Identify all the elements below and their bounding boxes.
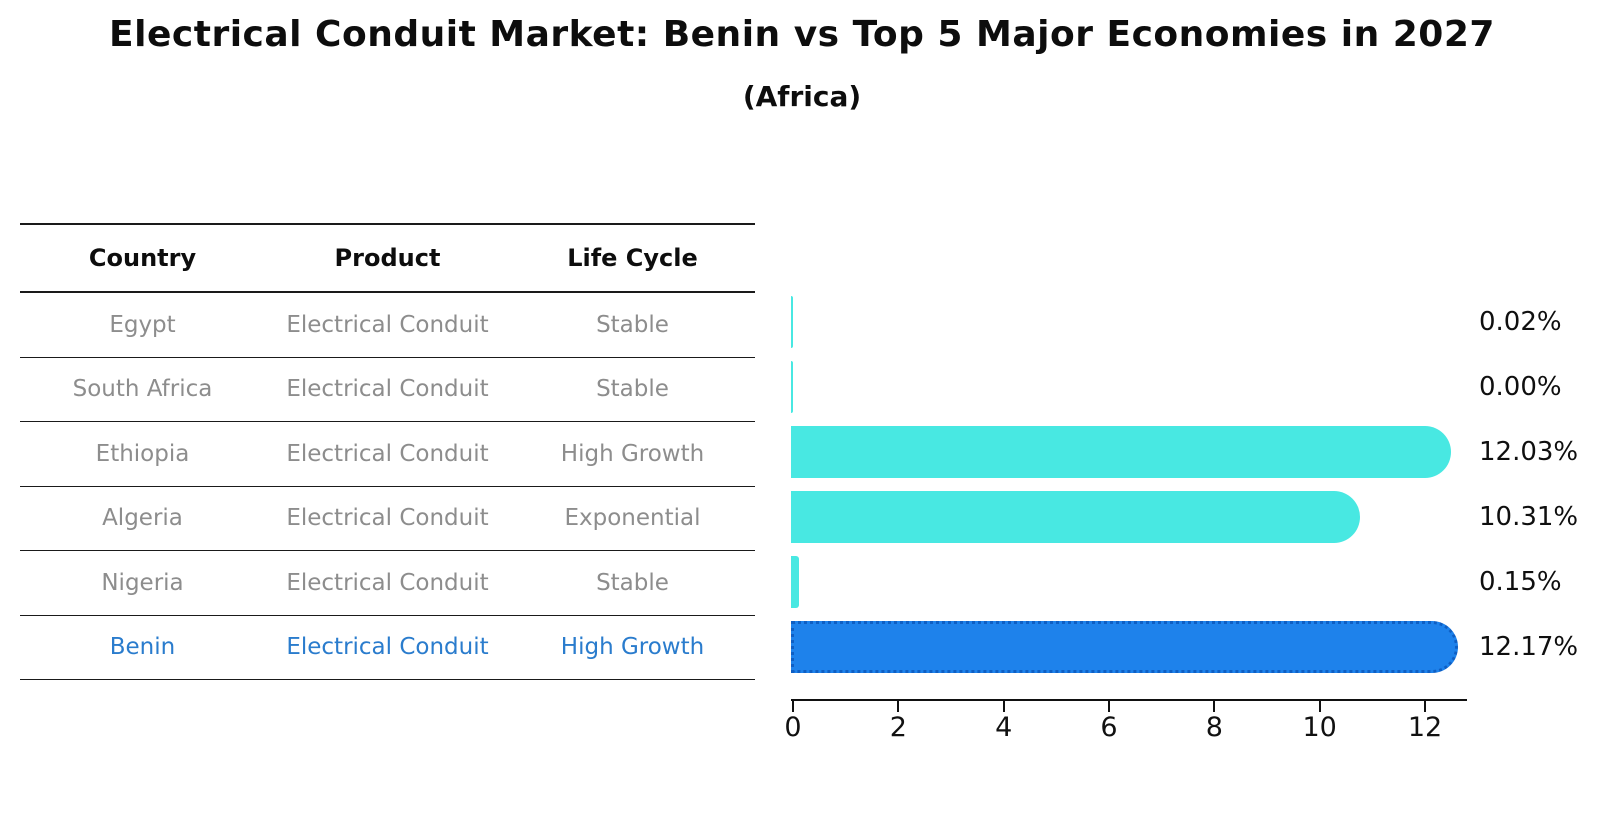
value-label-egypt: 0.02% xyxy=(1479,306,1562,337)
x-tick-mark-10 xyxy=(1318,701,1321,712)
table-body: Egypt Electrical Conduit Stable South Afric… xyxy=(20,293,755,680)
bar-benin xyxy=(791,620,1458,673)
country-cell: Ethiopia xyxy=(95,440,190,467)
country-cell: South Africa xyxy=(72,376,213,403)
country-cell: Benin xyxy=(109,634,176,661)
table-header-cell-life-cycle: Life Cycle xyxy=(567,244,698,272)
x-tick-mark-8 xyxy=(1213,701,1216,712)
product-cell: Electrical Conduit xyxy=(286,634,489,661)
x-tick-label-8: 8 xyxy=(1205,712,1223,743)
x-tick-label-0: 0 xyxy=(784,712,802,743)
x-tick-mark-2 xyxy=(897,701,900,712)
x-tick-label-2: 2 xyxy=(889,712,907,743)
table-header-cell-product: Product xyxy=(334,244,441,272)
x-tick-label-12: 12 xyxy=(1407,712,1443,743)
bar-south-africa xyxy=(791,360,793,413)
bar-egypt xyxy=(791,295,793,348)
x-tick-label-6: 6 xyxy=(1100,712,1118,743)
value-label-algeria: 10.31% xyxy=(1479,501,1579,532)
table-row: Ethiopia Electrical Conduit High Growth xyxy=(20,422,755,487)
x-tick-mark-12 xyxy=(1424,701,1427,712)
table-row: Egypt Electrical Conduit Stable xyxy=(20,293,755,358)
bar-ethiopia xyxy=(791,425,1451,478)
country-cell: Nigeria xyxy=(101,569,184,596)
country-cell: Algeria xyxy=(102,505,183,532)
country-table: Country Product Life Cycle Egypt Electrical… xyxy=(20,223,755,680)
bar-algeria xyxy=(791,490,1360,543)
country-cell: Egypt xyxy=(109,311,176,338)
product-cell: Electrical Conduit xyxy=(286,311,489,338)
life-cycle-cell: High Growth xyxy=(560,440,705,467)
x-tick-label-10: 10 xyxy=(1302,712,1337,743)
life-cycle-cell: Stable xyxy=(596,311,669,338)
chart-subtitle: (Africa) xyxy=(742,80,862,113)
value-label-ethiopia: 12.03% xyxy=(1479,436,1579,467)
value-label-south-africa: 0.00% xyxy=(1479,371,1562,402)
x-axis-line xyxy=(791,699,1467,701)
life-cycle-cell: Exponential xyxy=(564,505,701,532)
product-cell: Electrical Conduit xyxy=(286,569,489,596)
value-label-benin: 12.17% xyxy=(1479,631,1579,662)
table-header-cell-country: Country xyxy=(88,244,197,272)
table-row: Benin Electrical Conduit High Growth xyxy=(20,616,755,680)
x-tick-label-4: 4 xyxy=(995,712,1013,743)
product-cell: Electrical Conduit xyxy=(286,376,489,403)
table-row: Algeria Electrical Conduit Exponential xyxy=(20,487,755,551)
x-tick-mark-4 xyxy=(1002,701,1005,712)
chart-title: Electrical Conduit Market: Benin vs Top … xyxy=(109,14,1495,55)
x-tick-mark-6 xyxy=(1108,701,1111,712)
product-cell: Electrical Conduit xyxy=(286,505,489,532)
product-cell: Electrical Conduit xyxy=(286,440,489,467)
table-row: Nigeria Electrical Conduit Stable xyxy=(20,551,755,616)
table-header-row: Country Product Life Cycle xyxy=(20,225,755,293)
life-cycle-cell: High Growth xyxy=(560,634,705,661)
table-row: South Africa Electrical Conduit Stable xyxy=(20,358,755,422)
bar-nigeria xyxy=(791,555,799,608)
x-tick-mark-0 xyxy=(792,701,794,712)
life-cycle-cell: Stable xyxy=(596,569,669,596)
life-cycle-cell: Stable xyxy=(596,376,669,403)
value-label-nigeria: 0.15% xyxy=(1479,566,1562,597)
